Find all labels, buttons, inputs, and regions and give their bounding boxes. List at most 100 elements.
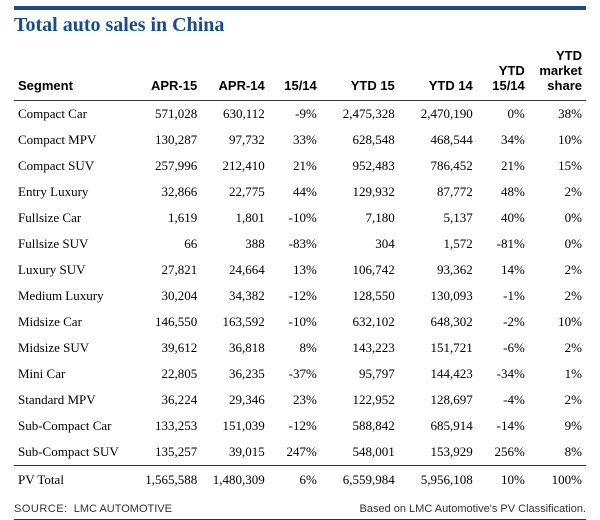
ytd15-cell: 628,548 [321,127,399,153]
ytdratio-cell: -34% [477,361,529,387]
ratio-cell: 44% [269,179,321,205]
seg-cell: Standard MPV [14,387,134,413]
ytd15-cell: 95,797 [321,361,399,387]
ytdratio-cell: 10% [477,465,529,493]
ytd14-cell: 87,772 [399,179,477,205]
ytd15-cell: 952,483 [321,153,399,179]
col-1514: 15/14 [269,47,321,100]
apr14-cell: 24,664 [201,257,269,283]
footnote: Based on LMC Automotive's PV Classificat… [360,503,586,515]
source: SOURCE: LMC AUTOMOTIVE [14,503,172,515]
ms-cell: 2% [529,283,586,309]
seg-cell: Fullsize SUV [14,231,134,257]
table-row: Mini Car22,80536,235-37%95,797144,423-34… [14,361,586,387]
source-label: SOURCE: [14,503,68,515]
ratio-cell: -10% [269,309,321,335]
ytd14-cell: 144,423 [399,361,477,387]
ms-cell: 8% [529,439,586,466]
apr14-cell: 1,801 [201,205,269,231]
apr14-cell: 630,112 [201,100,269,127]
ytd14-cell: 786,452 [399,153,477,179]
table-row: Fullsize SUV66388-83%3041,572-81%0% [14,231,586,257]
ytd15-cell: 7,180 [321,205,399,231]
apr14-cell: 36,235 [201,361,269,387]
ytd15-cell: 143,223 [321,335,399,361]
ratio-cell: 8% [269,335,321,361]
data-table: Segment APR-15 APR-14 15/14 YTD 15 YTD 1… [14,47,586,493]
seg-cell: Compact SUV [14,153,134,179]
ratio-cell: -37% [269,361,321,387]
apr15-cell: 130,287 [134,127,202,153]
ytd15-cell: 2,475,328 [321,100,399,127]
ratio-cell: 13% [269,257,321,283]
col-ytdms: YTDmarketshare [529,47,586,100]
table-row: Entry Luxury32,86622,77544%129,93287,772… [14,179,586,205]
col-apr15: APR-15 [134,47,202,100]
table-row: Standard MPV36,22429,34623%122,952128,69… [14,387,586,413]
ytdratio-cell: 40% [477,205,529,231]
ytdratio-cell: 256% [477,439,529,466]
ms-cell: 100% [529,465,586,493]
seg-cell: Midsize Car [14,309,134,335]
ytdratio-cell: 14% [477,257,529,283]
ytdratio-cell: 34% [477,127,529,153]
ms-cell: 0% [529,231,586,257]
col-ytd1514: YTD15/14 [477,47,529,100]
ytd15-cell: 122,952 [321,387,399,413]
seg-cell: PV Total [14,465,134,493]
seg-cell: Fullsize Car [14,205,134,231]
ratio-cell: -9% [269,100,321,127]
ytdratio-cell: -81% [477,231,529,257]
apr15-cell: 39,612 [134,335,202,361]
ytdratio-cell: -14% [477,413,529,439]
seg-cell: Midsize SUV [14,335,134,361]
ytd15-cell: 129,932 [321,179,399,205]
ytd14-cell: 130,093 [399,283,477,309]
apr15-cell: 66 [134,231,202,257]
apr14-cell: 212,410 [201,153,269,179]
ytd14-cell: 153,929 [399,439,477,466]
apr15-cell: 1,565,588 [134,465,202,493]
top-rule [14,6,586,10]
ytd14-cell: 5,956,108 [399,465,477,493]
apr15-cell: 146,550 [134,309,202,335]
apr15-cell: 36,224 [134,387,202,413]
seg-cell: Mini Car [14,361,134,387]
ytd14-cell: 1,572 [399,231,477,257]
apr15-cell: 22,805 [134,361,202,387]
seg-cell: Medium Luxury [14,283,134,309]
seg-cell: Sub-Compact SUV [14,439,134,466]
col-ytd15: YTD 15 [321,47,399,100]
ms-cell: 10% [529,127,586,153]
apr15-cell: 30,204 [134,283,202,309]
col-ytd14: YTD 14 [399,47,477,100]
apr15-cell: 571,028 [134,100,202,127]
apr14-cell: 163,592 [201,309,269,335]
apr14-cell: 388 [201,231,269,257]
table-row: Sub-Compact Car133,253151,039-12%588,842… [14,413,586,439]
seg-cell: Entry Luxury [14,179,134,205]
ratio-cell: -12% [269,413,321,439]
footer: SOURCE: LMC AUTOMOTIVE Based on LMC Auto… [14,503,586,515]
apr15-cell: 135,257 [134,439,202,466]
ytd15-cell: 548,001 [321,439,399,466]
apr14-cell: 97,732 [201,127,269,153]
ytdratio-cell: -6% [477,335,529,361]
ms-cell: 2% [529,335,586,361]
ms-cell: 9% [529,413,586,439]
ytdratio-cell: -4% [477,387,529,413]
ratio-cell: 21% [269,153,321,179]
title: Total auto sales in China [14,14,586,37]
ytd15-cell: 588,842 [321,413,399,439]
ytd14-cell: 2,470,190 [399,100,477,127]
table-row: Fullsize Car1,6191,801-10%7,1805,13740%0… [14,205,586,231]
apr15-cell: 133,253 [134,413,202,439]
table-row: Sub-Compact SUV135,25739,015247%548,0011… [14,439,586,466]
table-row: Luxury SUV27,82124,66413%106,74293,36214… [14,257,586,283]
seg-cell: Compact MPV [14,127,134,153]
table-row: Midsize SUV39,61236,8188%143,223151,721-… [14,335,586,361]
apr14-cell: 22,775 [201,179,269,205]
ratio-cell: 23% [269,387,321,413]
apr15-cell: 257,996 [134,153,202,179]
ratio-cell: -10% [269,205,321,231]
